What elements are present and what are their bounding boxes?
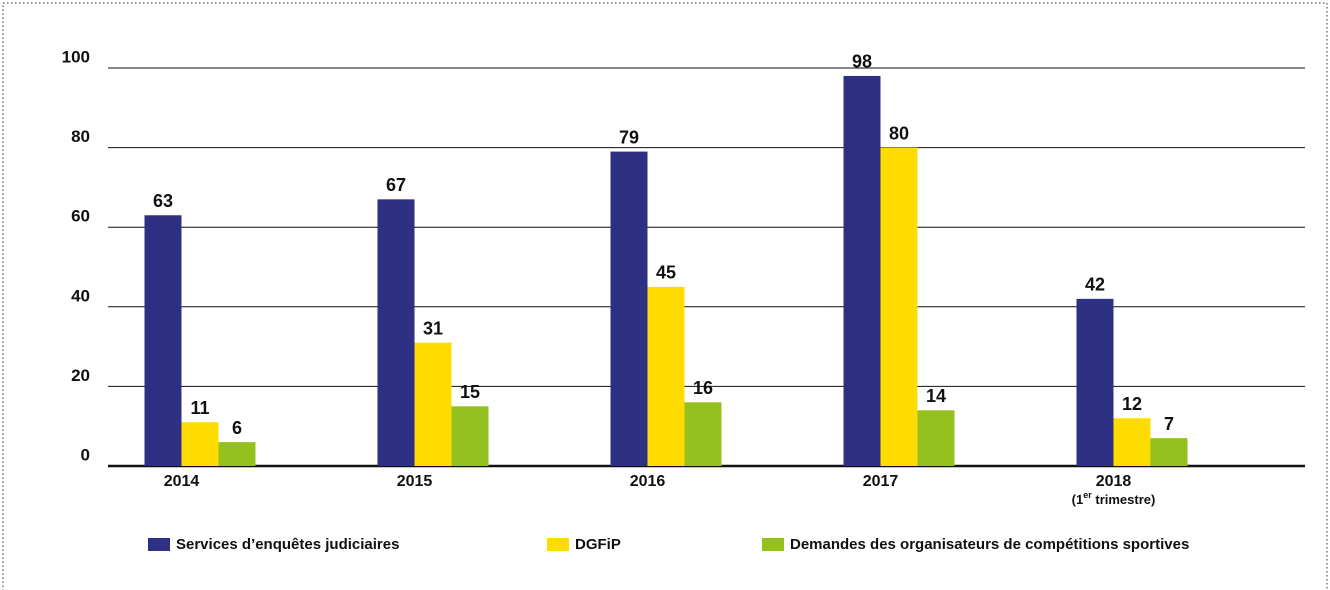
value-label: 12	[1122, 394, 1142, 414]
y-tick-label: 80	[71, 127, 90, 146]
value-label: 45	[656, 263, 676, 283]
note-part: er	[1083, 490, 1092, 500]
value-label: 67	[386, 175, 406, 195]
x-tick-label: 2017	[863, 473, 899, 490]
bar	[917, 410, 955, 466]
legend-label: Demandes des organisateurs de compétitio…	[790, 536, 1189, 553]
y-tick-label: 20	[71, 366, 90, 385]
legend-swatch	[762, 538, 784, 551]
bar	[218, 442, 256, 466]
bar	[144, 215, 182, 466]
bar	[647, 286, 685, 466]
value-label: 79	[619, 127, 639, 147]
bar	[414, 342, 452, 466]
bar	[1113, 418, 1151, 466]
value-label: 11	[190, 398, 209, 418]
x-tick-label: 2015	[397, 473, 433, 490]
bar	[451, 406, 489, 466]
x-tick-note: (1er trimestre)	[1072, 490, 1156, 507]
y-tick-label: 40	[71, 286, 90, 305]
value-label: 7	[1164, 414, 1174, 434]
y-tick-label: 100	[62, 47, 90, 66]
legend-swatch	[148, 538, 170, 551]
note-part: (1	[1072, 492, 1084, 507]
value-label: 6	[232, 418, 242, 438]
value-label: 42	[1085, 275, 1105, 295]
value-label: 80	[889, 123, 909, 143]
legend-label: Services d’enquêtes judiciaires	[176, 536, 399, 553]
y-tick-label: 60	[71, 207, 90, 226]
value-label: 98	[852, 52, 872, 72]
value-label: 15	[460, 382, 480, 402]
bar	[1150, 438, 1188, 466]
value-label: 63	[153, 191, 173, 211]
value-label: 16	[693, 378, 713, 398]
value-label: 31	[423, 318, 443, 338]
x-tick-label: 2016	[630, 473, 666, 490]
bar	[181, 422, 219, 466]
legend-swatch	[547, 538, 569, 551]
bar	[684, 402, 722, 466]
bar	[610, 151, 648, 466]
y-tick-label: 0	[81, 445, 90, 464]
bar	[843, 75, 881, 467]
value-label: 14	[926, 386, 946, 406]
x-tick-label: 2014	[164, 473, 200, 490]
note-part: trimestre)	[1092, 492, 1156, 507]
bar	[880, 147, 918, 466]
legend-label: DGFiP	[575, 536, 621, 553]
bar	[377, 199, 415, 466]
bar	[1076, 298, 1114, 466]
x-tick-label: 2018	[1096, 473, 1132, 490]
